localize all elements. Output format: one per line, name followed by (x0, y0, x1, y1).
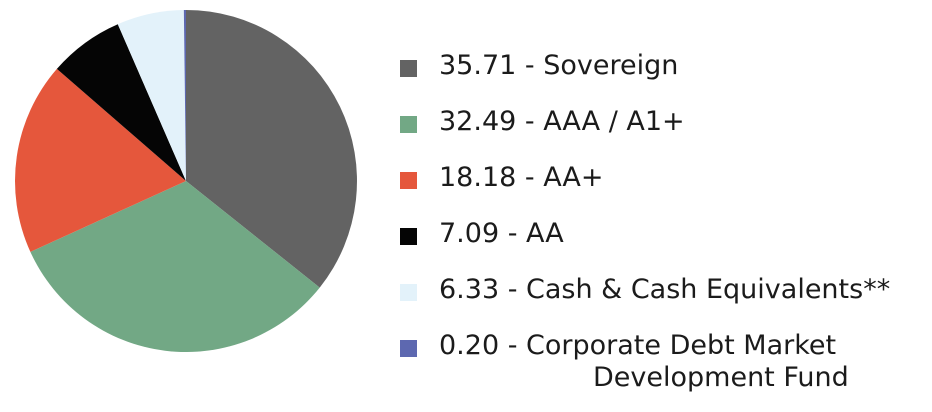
legend-item-aaa: 32.49 - AAA / A1+ (400, 102, 890, 158)
pie-slice-aa-plus (14, 68, 186, 252)
legend-swatch-cash (400, 284, 417, 301)
legend-label-cash: 6.33 - Cash & Cash Equivalents** (439, 274, 891, 305)
legend-item-aa-plus: 18.18 - AA+ (400, 158, 890, 214)
pie-slice-aaa (30, 181, 320, 353)
legend-label-sovereign: 35.71 - Sovereign (439, 50, 679, 81)
legend-swatch-aa (400, 228, 417, 245)
legend-item-aa: 7.09 - AA (400, 214, 890, 270)
legend-label-aa-plus: 18.18 - AA+ (439, 162, 604, 193)
pie-slice-aa (56, 24, 186, 181)
legend-label-aa: 7.09 - AA (439, 218, 564, 249)
legend-item-cash: 6.33 - Cash & Cash Equivalents** (400, 270, 890, 326)
legend-label-cdmdf-line1: 0.20 - Corporate Debt Market (439, 330, 837, 361)
legend: 35.71 - Sovereign 32.49 - AAA / A1+ 18.1… (400, 46, 890, 393)
legend-label-cdmdf: 0.20 - Corporate Debt Market Development… (439, 330, 849, 394)
legend-swatch-aaa (400, 116, 417, 133)
legend-label-aaa: 32.49 - AAA / A1+ (439, 106, 685, 137)
pie-slice-cdmdf (183, 9, 186, 182)
legend-item-cdmdf: 0.20 - Corporate Debt Market Development… (400, 326, 890, 393)
pie-slice-cash (117, 10, 186, 182)
legend-swatch-cdmdf (400, 340, 417, 357)
legend-label-cdmdf-line2: Development Fund (593, 362, 849, 393)
legend-item-sovereign: 35.71 - Sovereign (400, 46, 890, 102)
legend-swatch-aa-plus (400, 172, 417, 189)
legend-swatch-sovereign (400, 60, 417, 77)
pie-slice-sovereign (186, 10, 357, 288)
pie-chart (14, 9, 357, 353)
